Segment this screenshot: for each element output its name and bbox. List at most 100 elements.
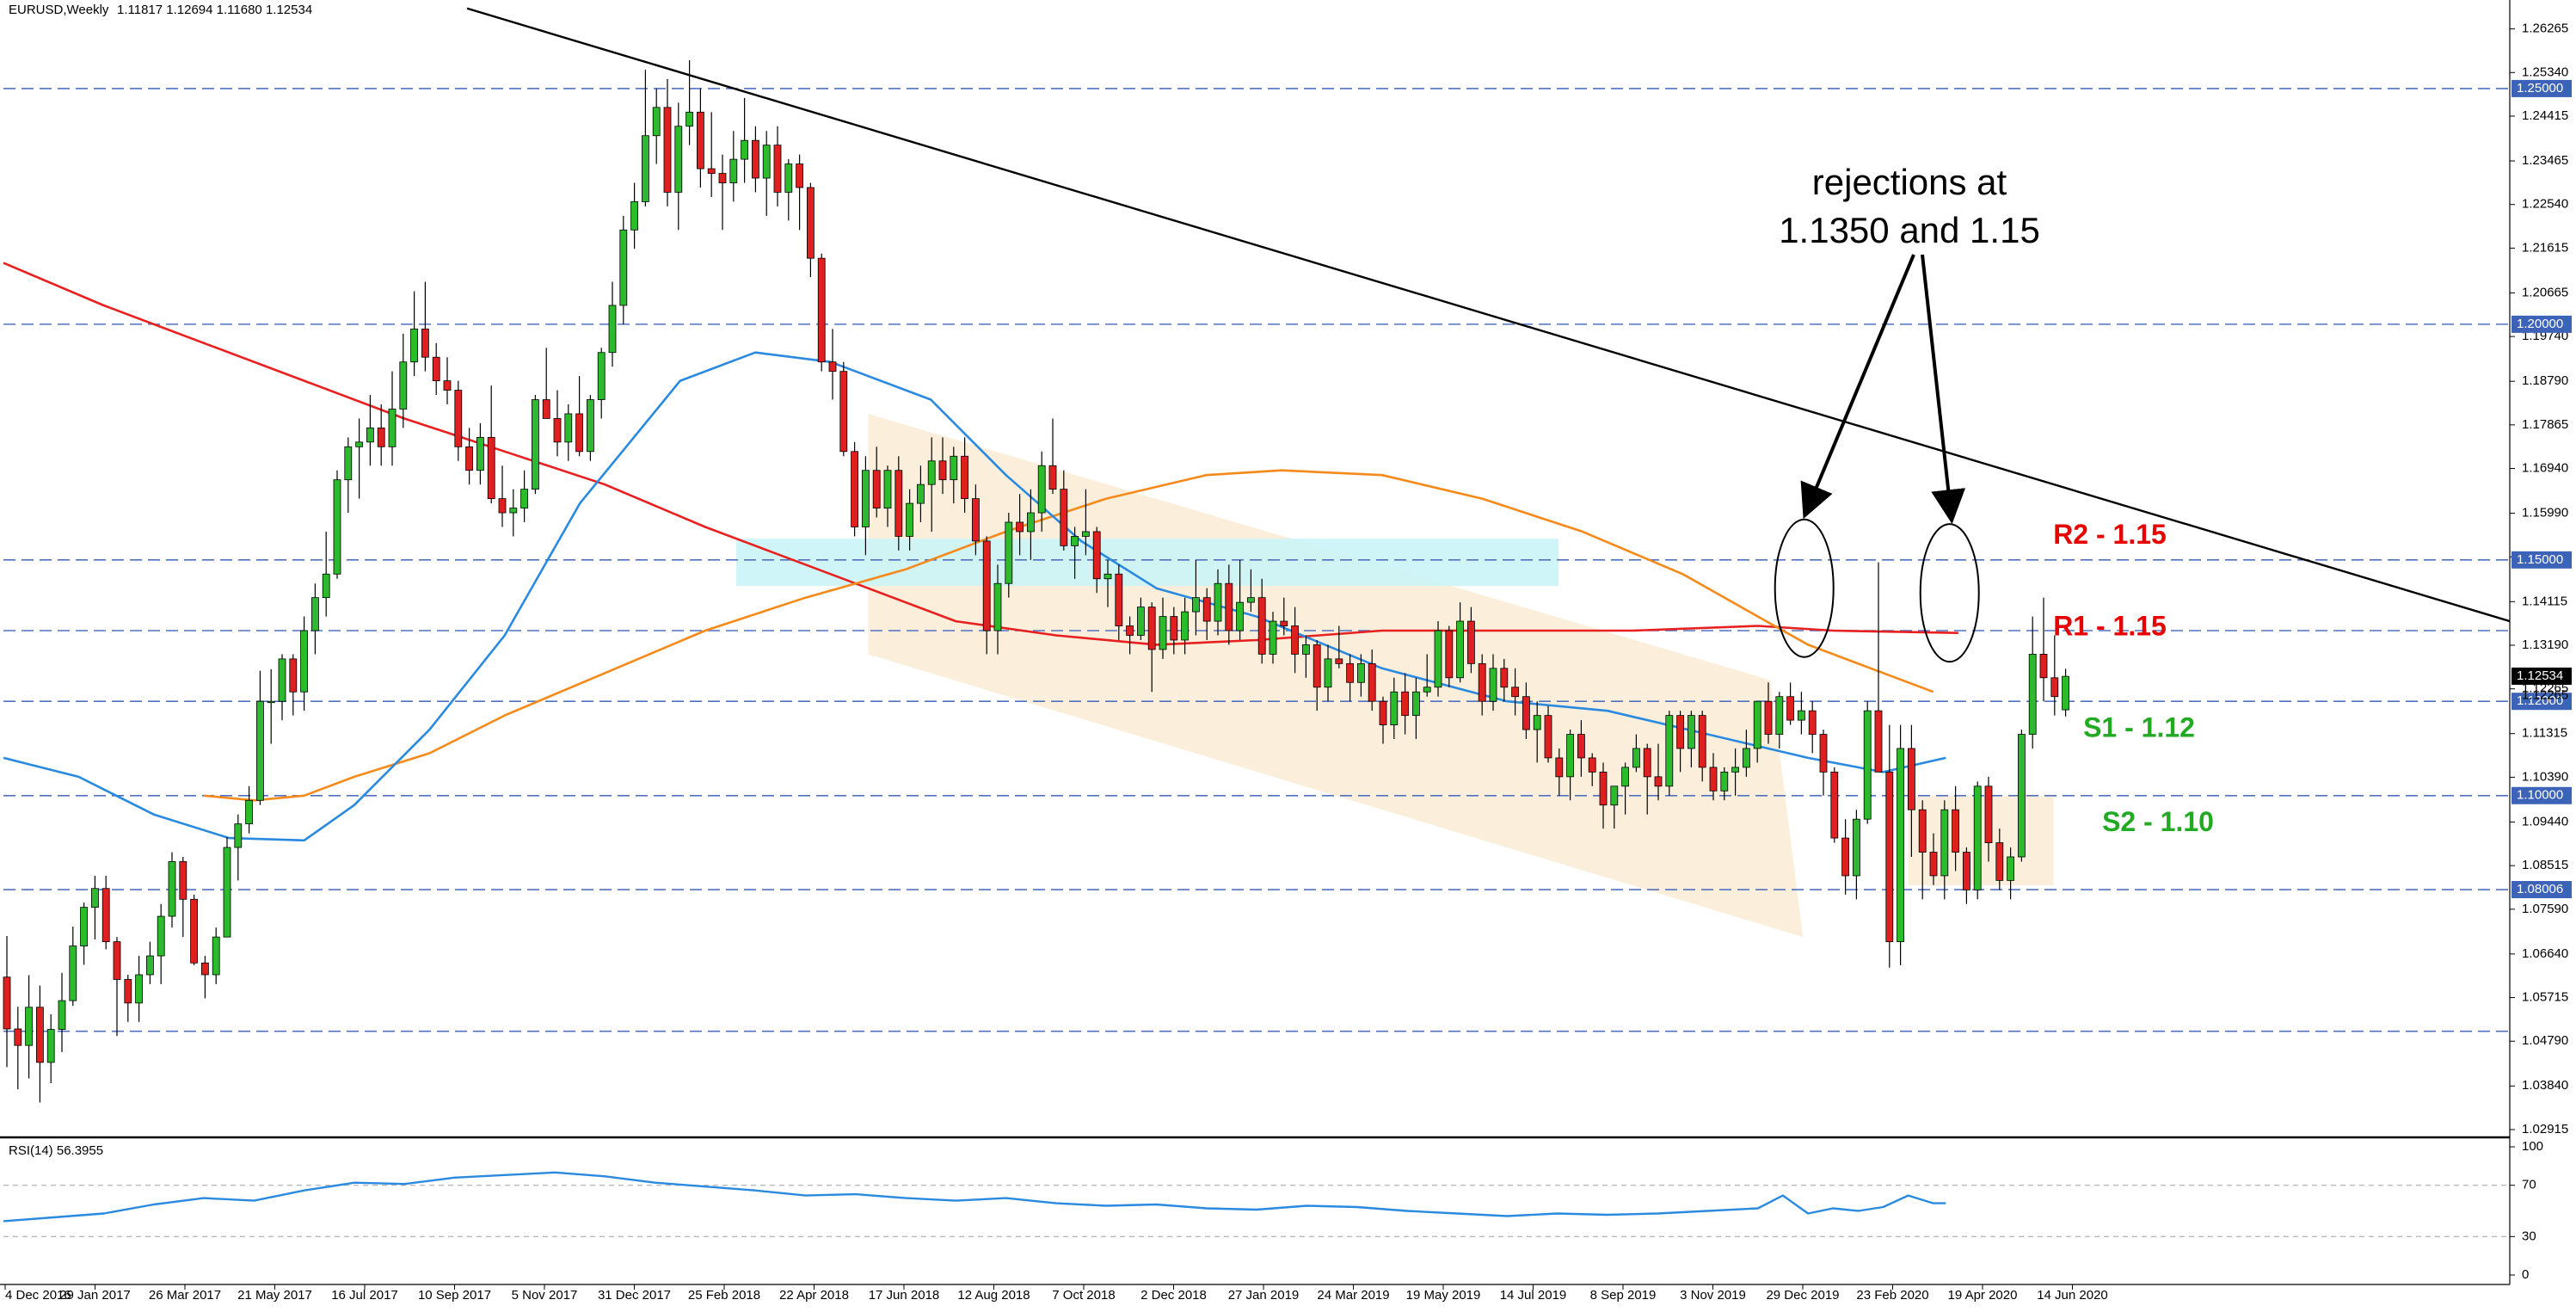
candle [1907, 748, 1915, 810]
candle [608, 305, 617, 354]
date-label: 17 Jun 2018 [869, 1288, 940, 1303]
date-label: 29 Jan 2017 [59, 1288, 131, 1303]
candle [630, 201, 638, 231]
candle [1632, 748, 1640, 768]
candle [46, 1029, 55, 1063]
candle [2028, 654, 2037, 735]
rsi-tick-label: 0 [2522, 1267, 2529, 1282]
candle [741, 139, 748, 160]
candle [278, 658, 286, 702]
candle [355, 441, 364, 447]
candle [1313, 644, 1321, 688]
candle [1698, 715, 1706, 768]
candle [3, 976, 11, 1030]
candle [1940, 809, 1949, 877]
candle [895, 470, 903, 537]
candle [1720, 771, 1729, 792]
candle [938, 460, 947, 481]
candle [1544, 715, 1552, 759]
date-label: 14 Jun 2020 [2037, 1288, 2108, 1303]
candle [619, 229, 628, 306]
chart-title: EURUSD,Weekly [9, 3, 109, 17]
candle [377, 428, 385, 447]
candle [784, 163, 793, 193]
price-tick-label: 1.03840 [2522, 1078, 2568, 1093]
candle [553, 418, 562, 443]
candle [982, 540, 991, 631]
candle [1753, 700, 1761, 749]
candle [587, 399, 594, 453]
candle [267, 700, 275, 704]
price-tick-label: 1.09440 [2522, 814, 2568, 828]
candle [1962, 852, 1970, 890]
date-label: 29 Dec 2019 [1766, 1288, 1839, 1303]
date-label: 12 Aug 2018 [957, 1288, 1030, 1303]
price-tick-label: 1.18790 [2522, 373, 2568, 388]
candle [697, 111, 704, 169]
candle [828, 361, 837, 373]
current-price-label-box [2511, 667, 2572, 685]
candle [642, 135, 649, 202]
candle [465, 446, 473, 471]
level-label-2: R1 - 1.15 [2053, 611, 2167, 642]
candle [1808, 710, 1817, 735]
candle [366, 428, 374, 443]
price-tick-label: 1.11315 [2522, 726, 2567, 741]
price-tick-label: 1.20665 [2522, 285, 2568, 299]
price-tick-label: 1.13190 [2522, 638, 2568, 652]
candle [344, 446, 353, 481]
candle [1676, 715, 1684, 749]
candle [443, 380, 452, 391]
candle [1577, 734, 1585, 759]
candle [1797, 710, 1805, 721]
candle [1489, 668, 1497, 702]
candle [564, 413, 573, 443]
candle [2062, 675, 2070, 711]
candle [1346, 662, 1354, 683]
candle [179, 861, 188, 900]
candle [906, 502, 913, 537]
candle [718, 173, 727, 183]
price-tick-label: 1.23465 [2522, 153, 2568, 168]
candle [1225, 582, 1233, 631]
date-label: 31 Dec 2017 [598, 1288, 671, 1303]
candle [1104, 573, 1112, 580]
candle [157, 915, 165, 957]
candle [851, 451, 858, 527]
candle [597, 352, 606, 400]
date-label: 22 Apr 2018 [779, 1288, 849, 1303]
candle [2007, 856, 2015, 881]
arrow-rejection-2 [1921, 254, 1966, 525]
price-tick-label: 1.16940 [2522, 460, 2568, 475]
candle [476, 436, 484, 471]
level-price-label-box [2511, 693, 2572, 711]
candle [1599, 771, 1608, 806]
candle [1984, 785, 1993, 843]
date-label: 19 May 2019 [1406, 1288, 1481, 1303]
candle [1147, 607, 1156, 650]
candle [1159, 616, 1167, 650]
candle [36, 1007, 44, 1063]
candle [1291, 625, 1299, 655]
candle [25, 1007, 34, 1046]
candle [1082, 531, 1090, 537]
candle [993, 582, 1002, 631]
candle [1897, 748, 1905, 943]
candle [1368, 662, 1376, 702]
rejection-ellipse [1919, 523, 1980, 663]
arrow-rejection-1 [1800, 254, 1915, 520]
candle [663, 107, 672, 193]
candle [652, 107, 661, 137]
candle [950, 455, 958, 481]
candle [1555, 757, 1564, 778]
candle [1137, 607, 1145, 636]
candle [729, 158, 738, 183]
candle [2039, 654, 2048, 679]
candle [1048, 465, 1057, 490]
price-tick-label: 1.26265 [2522, 22, 2568, 36]
candle [69, 946, 77, 1001]
level-price-label-box [2511, 881, 2572, 899]
candle [674, 126, 683, 193]
candle [1643, 748, 1651, 778]
level-price-label: 1.25000 [2517, 81, 2563, 95]
